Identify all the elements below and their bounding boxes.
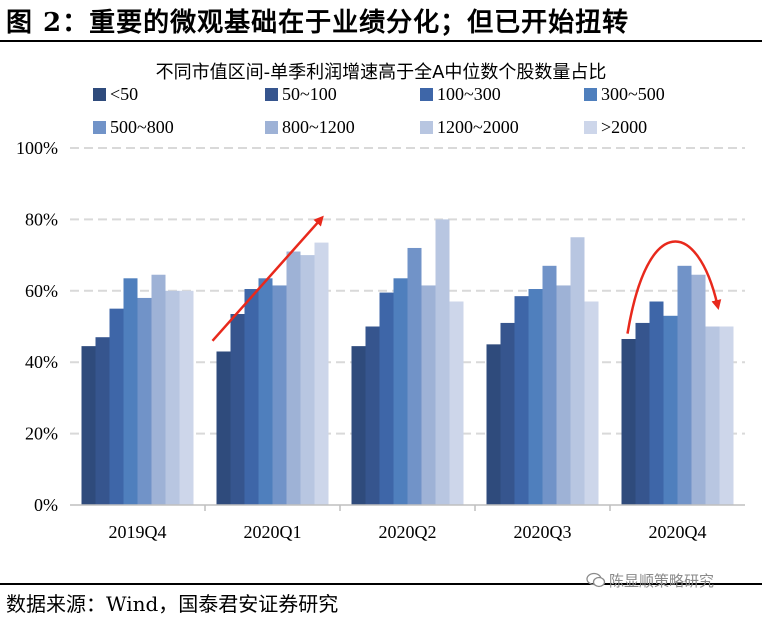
watermark: 陈显顺策略研究 — [586, 570, 714, 591]
bar — [230, 314, 245, 505]
bar — [314, 242, 329, 506]
axes: 0% 20% 40% 60% 80% 100% 2019Q4 2020Q1 2020Q2 2020… — [16, 138, 745, 542]
x-tick-label: 2020Q4 — [649, 522, 707, 542]
chat-bubble-icon — [586, 572, 606, 588]
bar — [137, 297, 152, 505]
y-tick-label: 100% — [16, 138, 58, 158]
bar — [95, 337, 110, 505]
bar — [365, 326, 380, 505]
annotations — [211, 215, 722, 342]
legend-label: 100~300 — [437, 84, 501, 104]
legend-swatch — [93, 88, 106, 101]
bar — [421, 285, 436, 505]
bar — [621, 338, 636, 505]
bar — [393, 278, 408, 505]
bar — [179, 290, 194, 505]
bar — [649, 301, 664, 505]
y-tick-label: 20% — [25, 424, 58, 444]
y-tick-label: 40% — [25, 352, 58, 372]
bar — [244, 289, 259, 505]
bar — [286, 251, 301, 505]
bar — [500, 322, 515, 505]
bar — [719, 326, 734, 505]
bar — [542, 265, 557, 505]
bar — [677, 265, 692, 505]
bar — [165, 290, 180, 505]
bar — [351, 346, 366, 505]
legend-label: 50~100 — [282, 84, 337, 104]
legend-label: 300~500 — [601, 84, 665, 104]
legend-label: >2000 — [601, 117, 647, 137]
x-tick-label: 2020Q1 — [244, 522, 302, 542]
bar — [407, 247, 422, 505]
bar — [570, 237, 585, 505]
legend-label: <50 — [110, 84, 138, 104]
y-tick-label: 60% — [25, 281, 58, 301]
bar — [379, 292, 394, 505]
bar — [449, 301, 464, 505]
legend-label: 500~800 — [110, 117, 174, 137]
bar — [514, 296, 529, 505]
bars — [81, 219, 734, 506]
bottom-rule — [0, 583, 762, 585]
legend-swatch — [420, 121, 433, 134]
rising-trend-arrow — [211, 215, 324, 342]
legend-swatch — [584, 88, 597, 101]
x-tick-label: 2020Q2 — [379, 522, 437, 542]
x-tick-label: 2020Q3 — [514, 522, 572, 542]
bar — [705, 326, 720, 505]
y-tick-label: 0% — [34, 495, 58, 515]
bar — [486, 344, 501, 505]
falling-trend-arrow — [626, 240, 722, 334]
legend-label: 1200~2000 — [437, 117, 519, 137]
bar — [81, 346, 96, 505]
bar — [556, 285, 571, 505]
legend: <50 50~100 100~300 300~500 500~800 800~1200 12… — [93, 84, 665, 137]
bar — [584, 301, 599, 505]
figure-title: 图 2：重要的微观基础在于业绩分化；但已开始扭转 — [6, 8, 630, 38]
legend-label: 800~1200 — [282, 117, 355, 137]
bar — [109, 308, 124, 505]
figure-header: 图 2：重要的微观基础在于业绩分化；但已开始扭转 — [0, 0, 762, 40]
bar — [123, 278, 138, 505]
y-tick-label: 80% — [25, 209, 58, 229]
bar — [528, 289, 543, 505]
x-tick-label: 2019Q4 — [109, 522, 167, 542]
bar — [151, 274, 166, 505]
bar — [663, 315, 678, 505]
top-rule — [0, 40, 762, 42]
watermark-text: 陈显顺策略研究 — [609, 572, 715, 590]
legend-swatch — [420, 88, 433, 101]
legend-swatch — [265, 121, 278, 134]
legend-swatch — [265, 88, 278, 101]
bar — [691, 274, 706, 505]
chart-title: 不同市值区间-单季利润增速高于全A中位数个股数量占比 — [155, 62, 607, 83]
bar — [635, 322, 650, 505]
legend-swatch — [584, 121, 597, 134]
bar — [300, 255, 315, 505]
bar — [216, 351, 231, 505]
source-note: 数据来源：Wind，国泰君安证券研究 — [6, 592, 339, 616]
bar — [435, 219, 450, 505]
bar — [272, 285, 287, 505]
bar — [258, 278, 273, 505]
legend-swatch — [93, 121, 106, 134]
